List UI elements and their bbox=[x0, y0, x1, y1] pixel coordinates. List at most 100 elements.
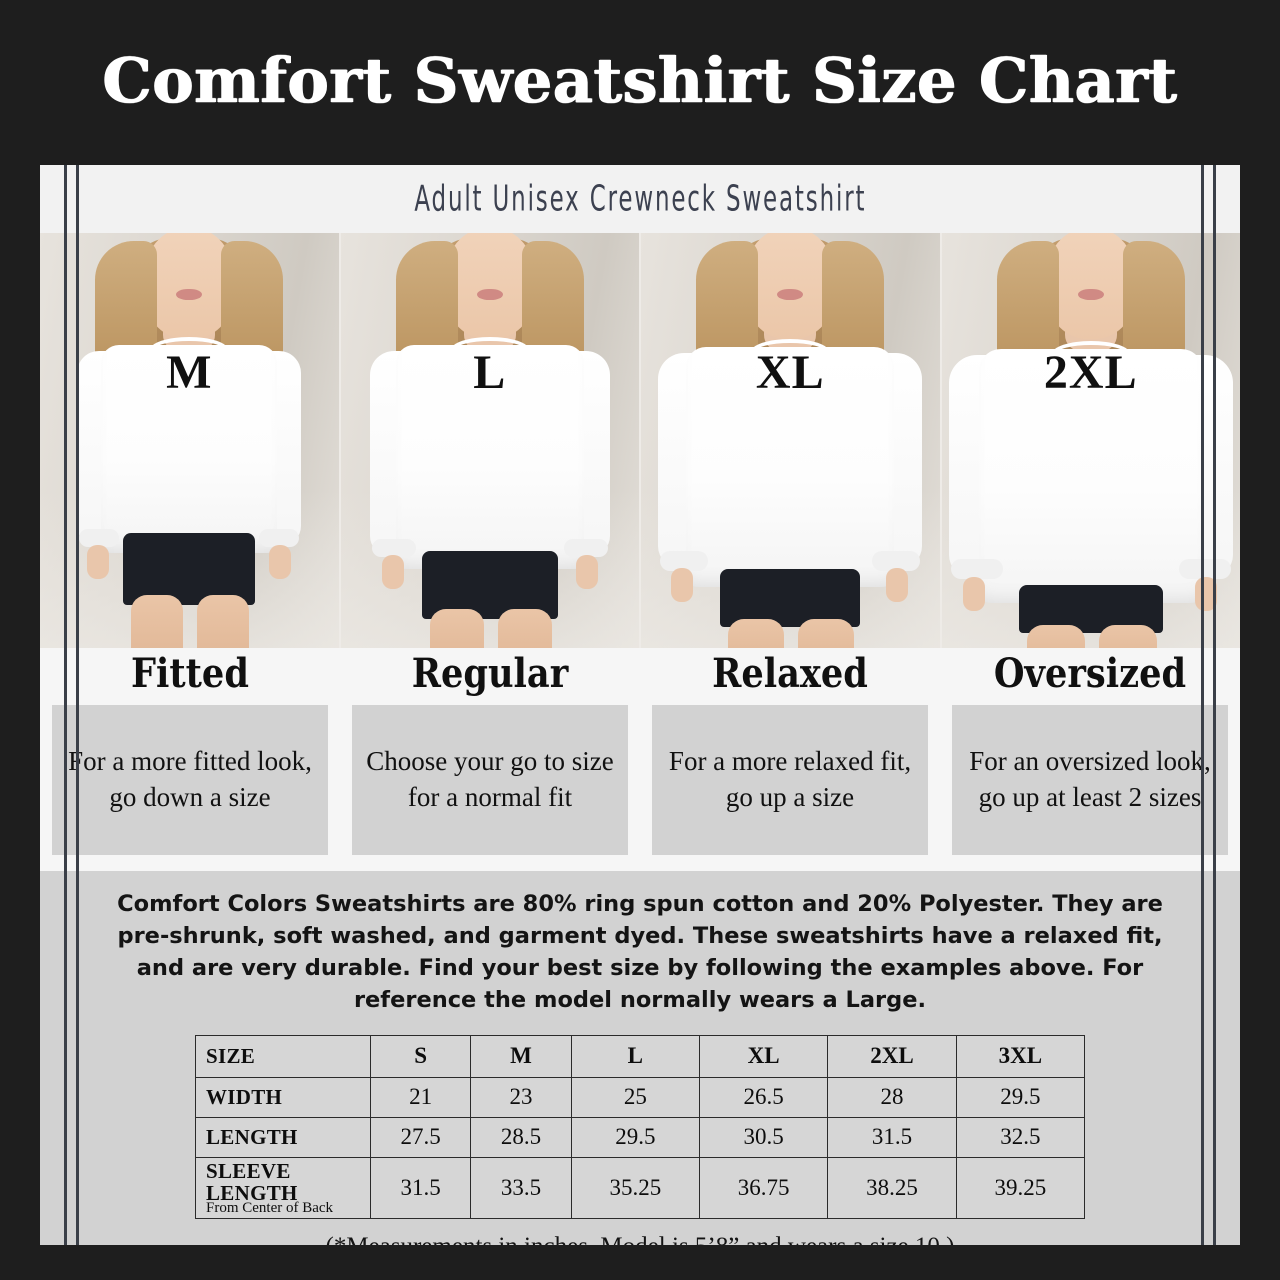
fit-name-regular: Regular bbox=[411, 650, 569, 697]
fit-name-oversized: Oversized bbox=[993, 650, 1187, 697]
face bbox=[446, 233, 533, 339]
hand-left bbox=[381, 555, 404, 589]
model-photo-l: L bbox=[338, 233, 639, 648]
leg-right bbox=[798, 619, 855, 648]
header-size: SIZE bbox=[195, 1034, 371, 1078]
face bbox=[1047, 233, 1134, 339]
cuff-right bbox=[259, 529, 300, 547]
width-2xl: 28 bbox=[827, 1076, 957, 1118]
width-s: 21 bbox=[369, 1076, 472, 1118]
width-3xl: 29.5 bbox=[955, 1076, 1086, 1118]
fit-description-oversized: For an oversized look, go up at least 2 … bbox=[952, 704, 1228, 855]
cuff-left bbox=[660, 551, 709, 571]
measurement-footnote: (*Measurements in inches. Model is 5’8” … bbox=[40, 1225, 1240, 1245]
length-xl: 30.5 bbox=[698, 1116, 829, 1158]
size-label-2xl: 2XL bbox=[1043, 346, 1138, 399]
shorts bbox=[123, 533, 256, 605]
measurement-table-wrap: SIZE S M L XL 2XL 3XL WIDTH 21 23 25 bbox=[40, 1024, 1240, 1226]
leg-right bbox=[497, 609, 552, 648]
model-photo-m: M bbox=[40, 233, 339, 648]
face bbox=[146, 233, 233, 339]
table-row: LENGTH 27.5 28.5 29.5 30.5 31.5 32.5 bbox=[195, 1116, 1086, 1158]
crewneck-collar bbox=[150, 337, 229, 363]
sweatshirt-body bbox=[978, 349, 1203, 603]
sleeve-s: 31.5 bbox=[369, 1156, 472, 1220]
model-photo-2xl: 2XL bbox=[939, 233, 1241, 648]
width-m: 23 bbox=[470, 1076, 572, 1118]
row-label-sleeve-length: SLEEVE LENGTH From Center of Back bbox=[195, 1156, 371, 1220]
leg-left bbox=[131, 595, 184, 648]
sweatshirt-body bbox=[686, 347, 895, 587]
size-label-m: M bbox=[166, 346, 213, 399]
leg-left bbox=[1026, 625, 1085, 648]
crewneck-collar bbox=[450, 337, 529, 363]
table-header-row: SIZE S M L XL 2XL 3XL bbox=[195, 1034, 1086, 1078]
model-figure bbox=[40, 233, 339, 648]
sleeve-l: 35.25 bbox=[570, 1156, 701, 1220]
fit-name-relaxed: Relaxed bbox=[712, 650, 868, 697]
row-label-width: WIDTH bbox=[195, 1076, 371, 1118]
fabric-info-paragraph: Comfort Colors Sweatshirts are 80% ring … bbox=[40, 870, 1240, 1025]
leg-left bbox=[429, 609, 484, 648]
decor-bar-right-outer bbox=[1213, 165, 1216, 1245]
header-xl: XL bbox=[698, 1034, 829, 1078]
header-3xl: 3XL bbox=[955, 1034, 1086, 1078]
hand-right bbox=[886, 568, 909, 602]
width-xl: 26.5 bbox=[698, 1076, 829, 1118]
cuff-left bbox=[950, 559, 1003, 579]
lips bbox=[176, 289, 203, 300]
crewneck-collar bbox=[1051, 341, 1130, 367]
fit-column-oversized: Oversized For an oversized look, go up a… bbox=[940, 650, 1240, 855]
subtitle: Adult Unisex Crewneck Sweatshirt bbox=[414, 178, 866, 220]
model-figure bbox=[641, 233, 940, 648]
content-panel: Adult Unisex Crewneck Sweatshirt bbox=[40, 165, 1240, 1245]
fit-description-relaxed: For a more relaxed fit, go up a size bbox=[652, 704, 928, 855]
sleeve-3xl: 39.25 bbox=[955, 1156, 1086, 1220]
crewneck-collar bbox=[751, 339, 830, 365]
subtitle-band: Adult Unisex Crewneck Sweatshirt bbox=[40, 165, 1240, 233]
title-bar: Comfort Sweatshirt Size Chart bbox=[0, 0, 1280, 160]
fit-column-relaxed: Relaxed For a more relaxed fit, go up a … bbox=[640, 650, 940, 855]
cuff-left bbox=[371, 539, 416, 557]
sleeve-label-main: SLEEVE LENGTH bbox=[206, 1158, 298, 1205]
cuff-right bbox=[563, 539, 608, 557]
length-s: 27.5 bbox=[369, 1116, 472, 1158]
hand-right bbox=[575, 555, 598, 589]
model-figure bbox=[942, 233, 1241, 648]
table-body: WIDTH 21 23 25 26.5 28 29.5 LENGTH 27.5 … bbox=[195, 1076, 1086, 1220]
table-row: SLEEVE LENGTH From Center of Back 31.5 3… bbox=[195, 1156, 1086, 1220]
header-m: M bbox=[470, 1034, 572, 1078]
measurement-table: SIZE S M L XL 2XL 3XL WIDTH 21 23 25 bbox=[195, 1034, 1086, 1220]
leg-right bbox=[1098, 625, 1157, 648]
table-row: WIDTH 21 23 25 26.5 28 29.5 bbox=[195, 1076, 1086, 1118]
face bbox=[747, 233, 834, 339]
width-l: 25 bbox=[570, 1076, 701, 1118]
lips bbox=[476, 289, 503, 300]
sweatshirt-body bbox=[395, 345, 584, 569]
page-title: Comfort Sweatshirt Size Chart bbox=[102, 43, 1178, 117]
hand-right bbox=[269, 545, 292, 579]
model-photo-xl: XL bbox=[639, 233, 940, 648]
cuff-right bbox=[1178, 559, 1231, 579]
lips bbox=[1077, 289, 1104, 300]
size-label-xl: XL bbox=[755, 346, 825, 399]
row-label-length: LENGTH bbox=[195, 1116, 371, 1158]
leg-right bbox=[197, 595, 250, 648]
fit-row: Fitted For a more fitted look, go down a… bbox=[40, 650, 1240, 855]
sleeve-label-sub: From Center of Back bbox=[206, 1199, 334, 1216]
size-label-l: L bbox=[473, 346, 507, 399]
header-l: L bbox=[570, 1034, 701, 1078]
cuff-left bbox=[79, 529, 120, 547]
cuff-right bbox=[872, 551, 921, 571]
fit-name-fitted: Fitted bbox=[131, 650, 249, 697]
hand-right bbox=[1194, 577, 1217, 611]
fit-guide-band: Fitted For a more fitted look, go down a… bbox=[40, 648, 1240, 871]
fit-description-regular: Choose your go to size for a normal fit bbox=[352, 704, 628, 855]
hand-left bbox=[671, 568, 694, 602]
model-photo-strip: M bbox=[40, 233, 1240, 648]
leg-left bbox=[728, 619, 785, 648]
sleeve-xl: 36.75 bbox=[698, 1156, 829, 1220]
length-3xl: 32.5 bbox=[955, 1116, 1086, 1158]
sleeve-2xl: 38.25 bbox=[827, 1156, 957, 1220]
